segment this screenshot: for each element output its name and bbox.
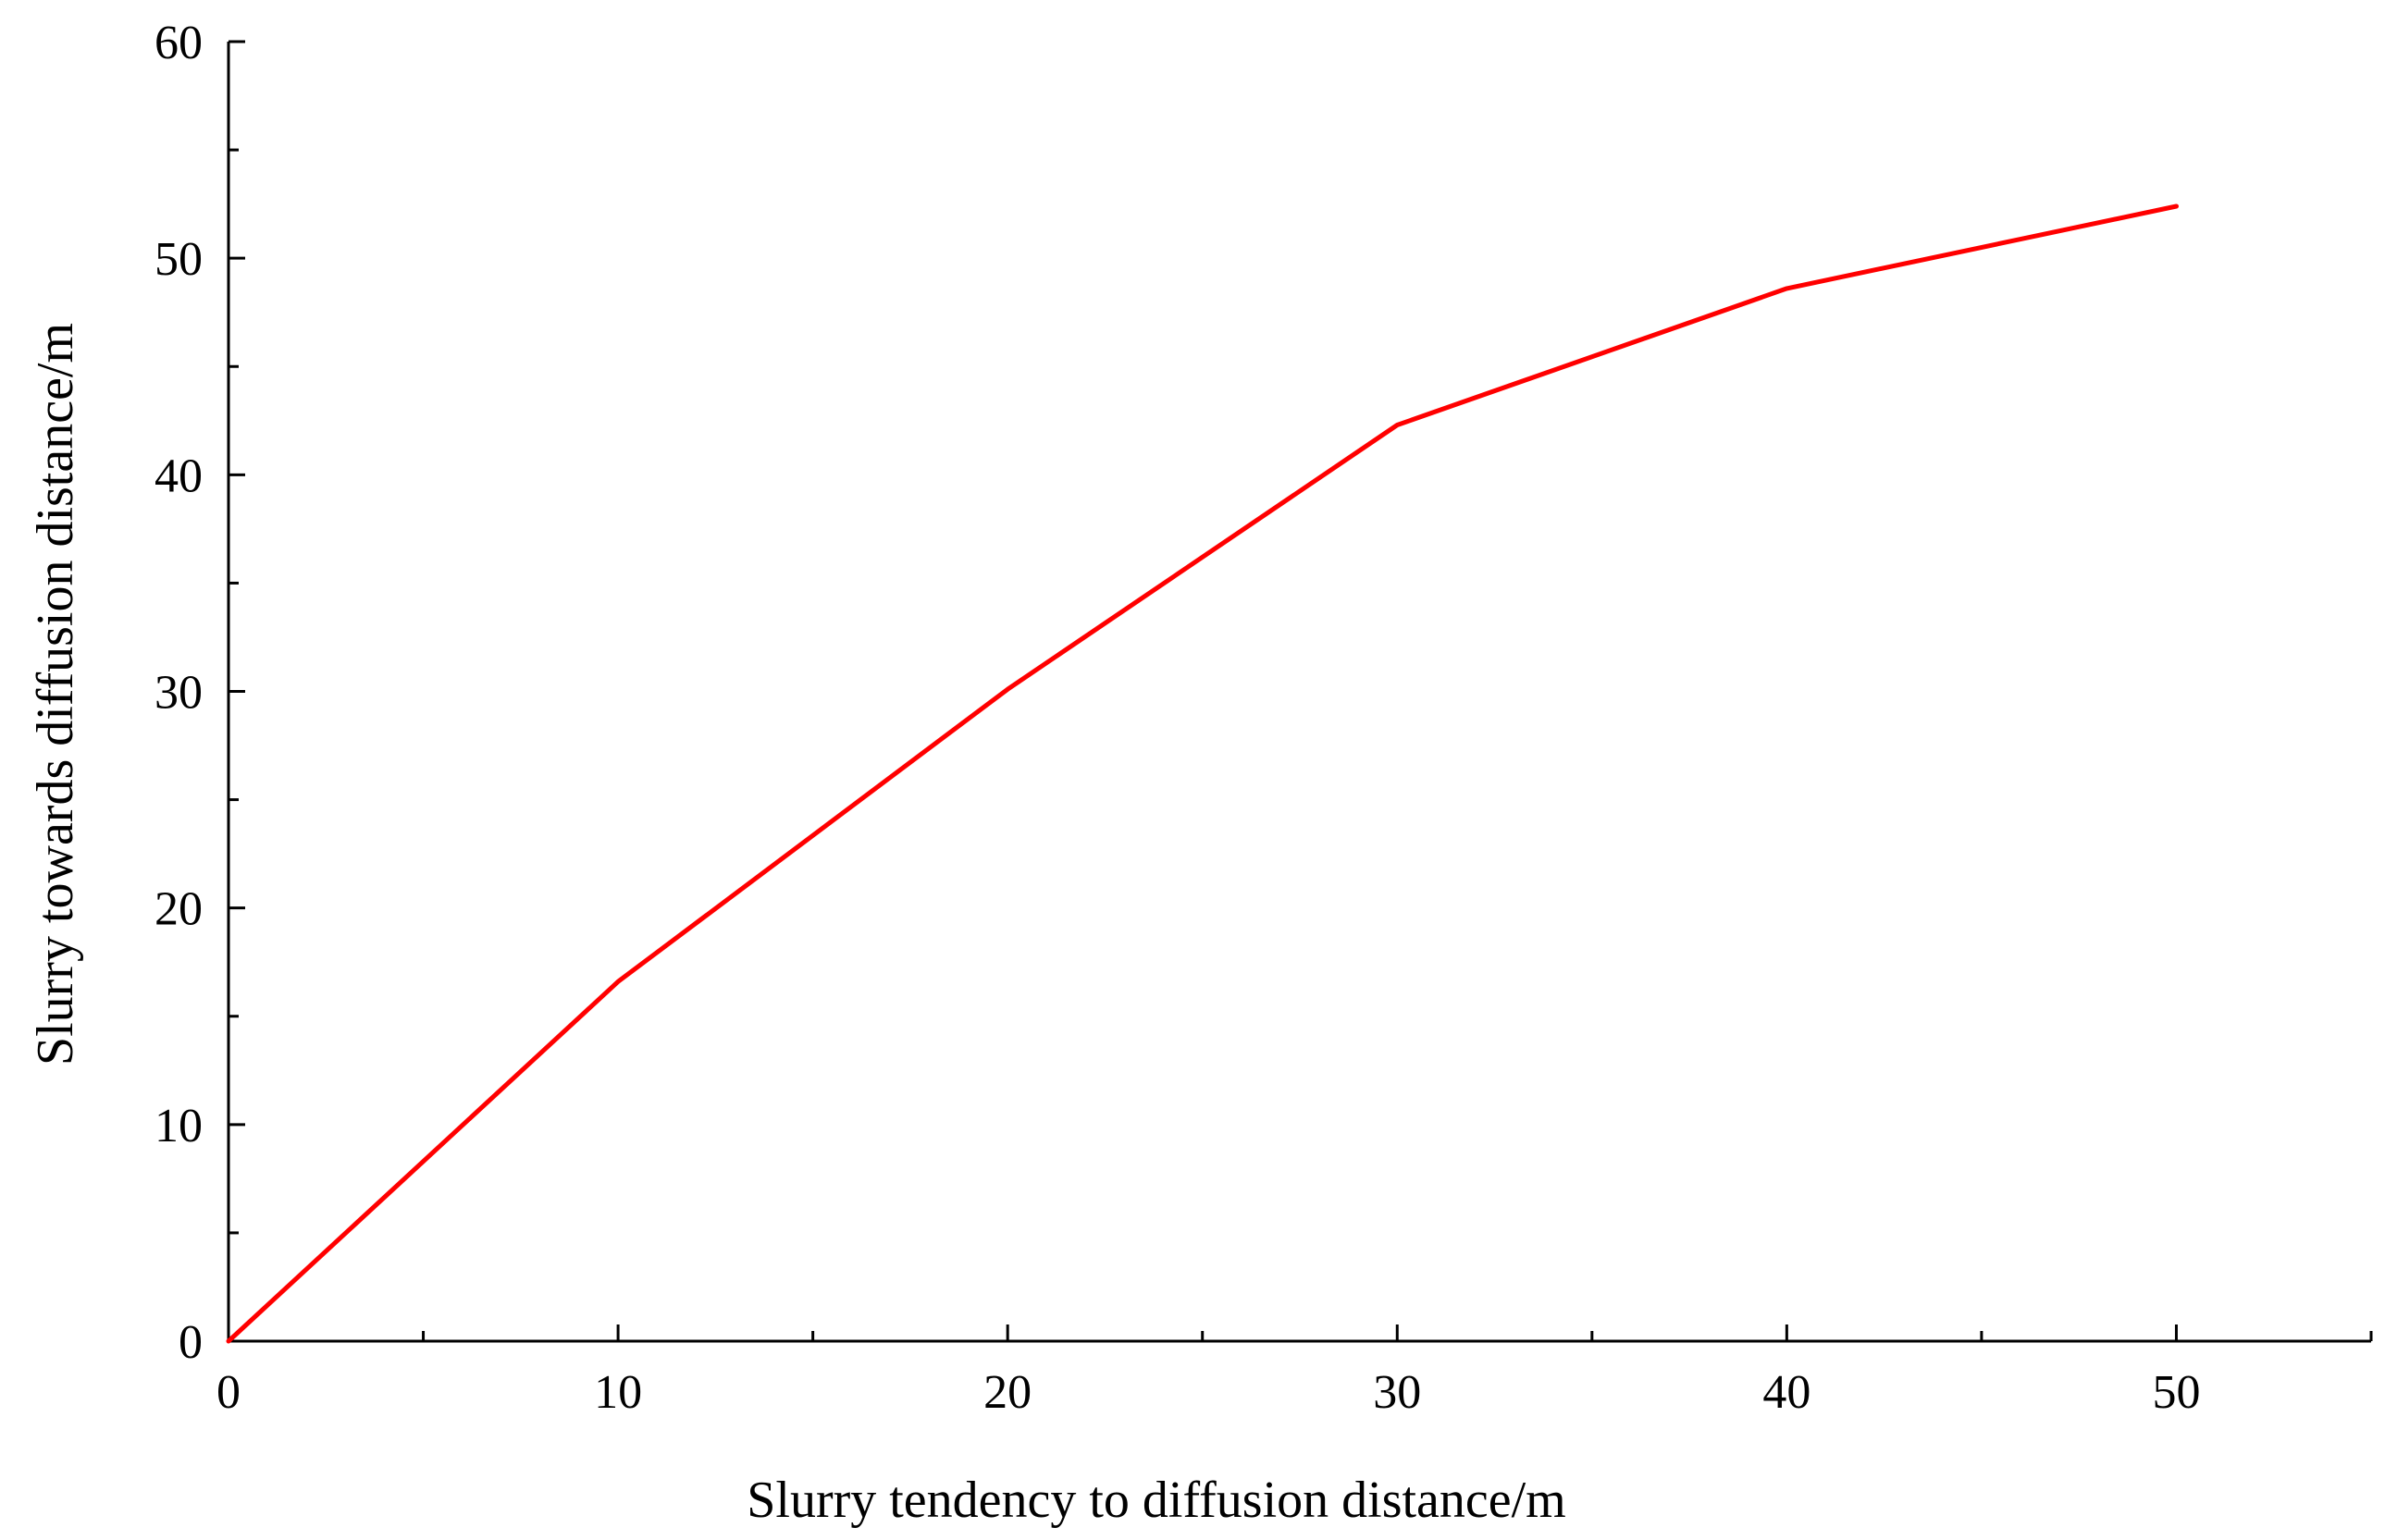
- tick-labels: 0 10 20 30 40 50 0 10 20 30 40 50 60: [154, 17, 2200, 1419]
- ticks: [227, 40, 2373, 1343]
- x-axis-title: Slurry tendency to diffusion distance/m: [747, 1472, 1565, 1529]
- y-tick-label: 50: [154, 233, 203, 286]
- x-tick-label: 50: [2152, 1366, 2200, 1419]
- x-tick-label: 0: [216, 1366, 241, 1419]
- x-tick-label: 10: [594, 1366, 642, 1419]
- y-tick-label: 30: [154, 667, 203, 720]
- x-tick-label: 40: [1762, 1366, 1810, 1419]
- axes: [227, 42, 2371, 1343]
- series-line: [226, 203, 2179, 1344]
- x-tick-label: 20: [983, 1366, 1032, 1419]
- y-tick-label: 40: [154, 450, 203, 502]
- series-layer: [226, 203, 2179, 1344]
- y-tick-label: 10: [154, 1100, 203, 1152]
- y-axis-title: Slurry towards diffusion distance/m: [27, 323, 84, 1066]
- x-tick-label: 30: [1373, 1366, 1421, 1419]
- y-tick-label: 0: [179, 1316, 203, 1369]
- y-tick-label: 60: [154, 17, 203, 69]
- y-tick-label: 20: [154, 883, 203, 936]
